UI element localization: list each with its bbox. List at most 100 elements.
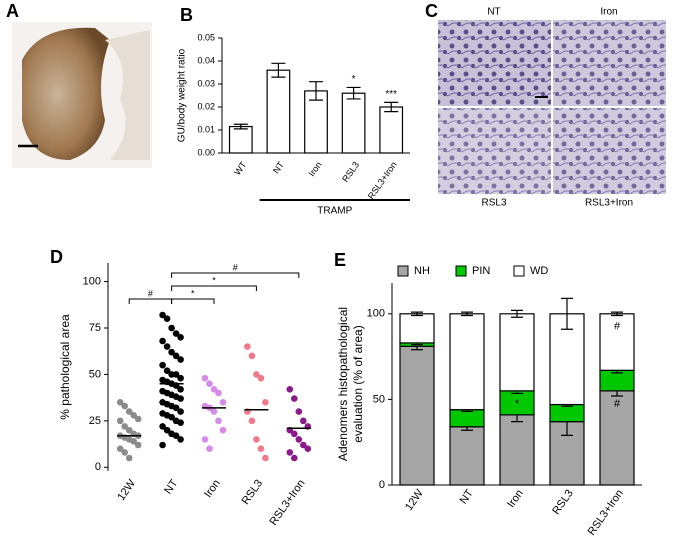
error-bar — [461, 311, 473, 317]
data-point — [219, 398, 227, 406]
x-tick-label: 12W — [115, 477, 138, 503]
y-axis-title: evaluation (% of area) — [351, 325, 365, 442]
data-point — [172, 371, 180, 378]
data-point — [177, 385, 184, 393]
significance: * — [515, 398, 520, 410]
y-tick-label: 100 — [367, 308, 385, 320]
bar-segment — [599, 313, 635, 371]
data-point — [177, 333, 184, 341]
data-point — [295, 408, 303, 415]
significance-bracket — [171, 285, 257, 291]
group-label: TRAMP — [317, 206, 352, 217]
data-point — [177, 395, 184, 402]
data-point — [163, 343, 171, 350]
data-point — [257, 374, 265, 382]
legend-swatch — [513, 265, 525, 277]
data-point — [262, 454, 269, 462]
significance-bracket — [171, 298, 215, 304]
error-bar — [511, 309, 523, 318]
bar-segment — [449, 313, 485, 411]
y-tick-label: 75 — [89, 322, 101, 334]
data-point — [248, 417, 256, 425]
bar-segment — [599, 390, 635, 486]
bar — [341, 92, 366, 154]
data-point — [206, 380, 213, 388]
data-point — [134, 441, 142, 449]
data-point — [159, 361, 166, 369]
bar-segment — [549, 421, 585, 486]
x-tick-label: Iron — [505, 488, 526, 510]
data-point — [116, 445, 124, 453]
data-point — [257, 445, 265, 453]
data-point — [219, 426, 227, 434]
significance: *** — [385, 89, 397, 100]
image-caption: RSL3+Iron — [585, 198, 633, 209]
x-tick-label: RSL3 — [550, 488, 576, 517]
significance: * — [191, 288, 195, 298]
error-bar — [561, 297, 573, 330]
x-tick-label: RSL3+Iron — [366, 160, 399, 201]
bar-segment — [549, 403, 585, 423]
data-point — [210, 385, 218, 393]
significance: # — [614, 321, 621, 333]
bar-segment — [399, 313, 435, 344]
data-point — [177, 408, 184, 415]
y-tick-label: 0.03 — [197, 78, 215, 88]
data-point — [125, 426, 133, 434]
data-point — [116, 417, 124, 425]
data-point — [159, 423, 166, 430]
x-tick-label: WT — [232, 159, 249, 177]
x-tick-label: RSL3 — [340, 160, 361, 184]
x-tick-label: RSL3+Iron — [586, 488, 626, 538]
bar — [266, 69, 291, 154]
data-point — [206, 445, 213, 453]
x-tick-label: NT — [271, 159, 286, 175]
legend-swatch — [397, 265, 409, 277]
data-point — [121, 402, 128, 410]
y-tick-label: 50 — [89, 368, 101, 380]
x-tick-label: NT — [162, 477, 180, 496]
data-point — [177, 436, 184, 443]
legend-label: WD — [530, 265, 548, 277]
y-tick-label: 0.05 — [197, 32, 215, 42]
data-point — [286, 449, 294, 456]
data-point — [168, 324, 175, 332]
data-point — [159, 337, 166, 345]
panel-label: A — [6, 1, 19, 21]
micrograph-c — [438, 20, 666, 194]
data-point — [286, 385, 294, 393]
image-caption: NT — [487, 7, 500, 18]
data-point — [163, 367, 171, 375]
data-point — [177, 374, 184, 382]
y-tick-label: 0.00 — [197, 147, 215, 157]
data-point — [168, 348, 175, 356]
y-axis-title: GU/body weight ratio — [177, 48, 188, 142]
y-tick-label: 0.04 — [197, 55, 215, 65]
y-axis-title: % pathological area — [58, 314, 72, 420]
data-point — [244, 343, 251, 350]
error-bar — [411, 311, 423, 317]
significance: * — [352, 74, 356, 85]
panel-label: E — [334, 250, 346, 270]
data-point — [253, 371, 260, 378]
y-tick-label: 100 — [83, 275, 101, 287]
bar-segment — [399, 345, 435, 486]
bar-segment — [499, 414, 535, 486]
data-point — [291, 395, 298, 402]
data-point — [172, 352, 180, 360]
x-tick-label: 12W — [403, 487, 426, 513]
image-caption: RSL3 — [481, 198, 506, 209]
data-point — [134, 415, 142, 423]
data-point — [177, 419, 184, 427]
panel-label: B — [180, 5, 193, 25]
data-point — [291, 430, 298, 438]
error-bar — [384, 101, 399, 113]
x-tick-label: Iron — [306, 160, 323, 178]
x-tick-label: RSL3+Iron — [267, 478, 307, 528]
image-caption: Iron — [600, 7, 617, 18]
legend-swatch — [455, 265, 467, 277]
y-tick-label: 0.01 — [197, 124, 215, 134]
panel-label: C — [425, 1, 438, 21]
error-bar — [271, 62, 286, 78]
